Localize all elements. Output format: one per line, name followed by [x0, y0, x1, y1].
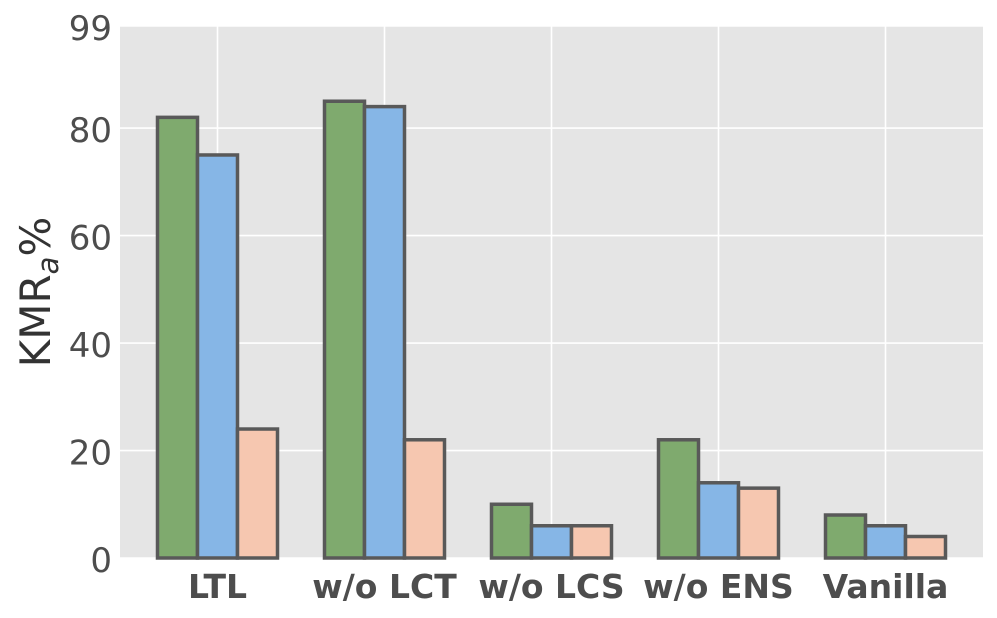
bar	[903, 534, 948, 560]
bar	[195, 153, 240, 560]
y-axis-label-main: KMR	[11, 274, 60, 367]
bar	[736, 486, 781, 560]
y-axis-label-subscript: a	[31, 257, 65, 275]
x-tick-label: w/o LCS	[478, 567, 624, 606]
bars	[155, 99, 948, 560]
x-tick-label: LTL	[188, 567, 247, 606]
bar	[823, 513, 868, 560]
bar	[362, 104, 407, 560]
bar	[322, 99, 367, 560]
y-tick-label: 40	[69, 326, 112, 366]
bar	[696, 481, 741, 560]
bar	[235, 427, 280, 560]
bar	[155, 115, 200, 560]
y-tick-labels: 0 20 40 60 80 99	[69, 9, 112, 581]
y-tick-label: 60	[69, 219, 112, 259]
y-tick-label: 99	[69, 9, 112, 49]
x-tick-labels: LTL w/o LCT w/o LCS w/o ENS Vanilla	[188, 567, 948, 606]
y-axis-label-suffix: %	[11, 217, 60, 257]
bar	[489, 502, 534, 560]
x-tick-label: Vanilla	[823, 567, 949, 606]
bar	[656, 438, 701, 560]
y-tick-label: 0	[90, 541, 112, 581]
y-axis-label: KMRa%	[11, 217, 65, 368]
bar	[529, 524, 574, 560]
x-tick-label: w/o LCT	[312, 567, 457, 606]
y-tick-label: 80	[69, 111, 112, 151]
y-tick-label: 20	[69, 434, 112, 474]
bar	[402, 438, 447, 560]
bar	[863, 524, 908, 560]
x-tick-label: w/o ENS	[643, 567, 794, 606]
bar	[569, 524, 614, 560]
